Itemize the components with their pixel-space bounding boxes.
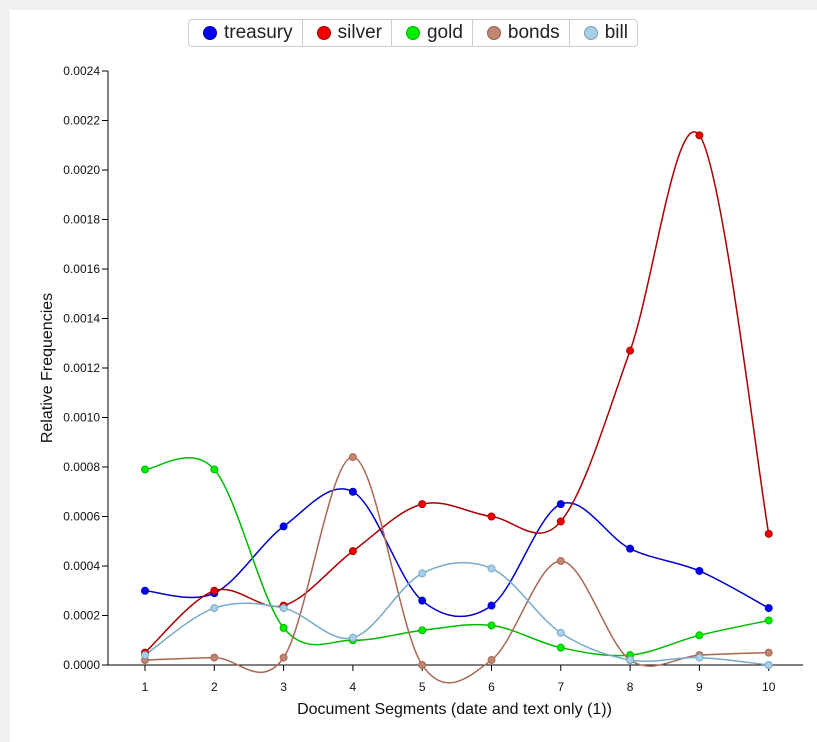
data-point-bonds[interactable] bbox=[348, 453, 357, 462]
data-point-treasury[interactable] bbox=[695, 566, 704, 575]
chart-panel bbox=[10, 10, 817, 742]
data-point-bill[interactable] bbox=[418, 569, 427, 578]
y-tick-label: 0.0022 bbox=[63, 114, 100, 128]
legend-label-bill: bill bbox=[604, 22, 628, 43]
x-tick-label: 6 bbox=[488, 680, 495, 694]
data-point-bonds[interactable] bbox=[418, 661, 427, 669]
legend-item-bonds[interactable]: bonds bbox=[473, 20, 570, 46]
data-point-treasury[interactable] bbox=[487, 601, 496, 610]
data-point-treasury[interactable] bbox=[418, 596, 427, 605]
legend-swatch-gold bbox=[405, 26, 420, 40]
data-point-gold[interactable] bbox=[764, 616, 773, 625]
y-tick-label: 0.0024 bbox=[63, 64, 100, 78]
series-line-treasury bbox=[144, 488, 770, 618]
y-tick-label: 0.0016 bbox=[63, 262, 100, 276]
data-point-silver[interactable] bbox=[210, 586, 219, 595]
y-tick-label: 0.0000 bbox=[63, 658, 100, 672]
data-point-treasury[interactable] bbox=[141, 586, 149, 595]
series-line-gold bbox=[144, 457, 769, 657]
data-point-bonds[interactable] bbox=[556, 557, 565, 566]
y-axis-title: Relative Frequencies bbox=[39, 293, 56, 443]
series-line-bill bbox=[144, 561, 769, 666]
data-point-bill[interactable] bbox=[695, 653, 704, 662]
legend-swatch-bonds bbox=[486, 26, 501, 40]
data-point-treasury[interactable] bbox=[556, 500, 565, 509]
legend-item-bill[interactable]: bill bbox=[570, 20, 637, 46]
x-axis-title: Document Segments (date and text only (1… bbox=[297, 701, 612, 718]
data-point-silver[interactable] bbox=[348, 547, 357, 556]
data-point-silver[interactable] bbox=[695, 131, 704, 140]
data-point-silver[interactable] bbox=[556, 517, 565, 526]
y-tick-label: 0.0018 bbox=[63, 213, 100, 227]
y-tick-label: 0.0006 bbox=[63, 510, 100, 524]
y-tick-label: 0.0004 bbox=[63, 559, 100, 573]
data-point-bonds[interactable] bbox=[210, 653, 219, 662]
data-point-gold[interactable] bbox=[279, 623, 288, 632]
series-points bbox=[141, 131, 773, 669]
legend-swatch-silver bbox=[316, 26, 331, 40]
y-tick-label: 0.0012 bbox=[63, 361, 100, 375]
legend-label-silver: silver bbox=[337, 22, 382, 43]
data-point-bill[interactable] bbox=[210, 604, 219, 613]
y-tick-label: 0.0020 bbox=[63, 163, 100, 177]
x-tick-label: 8 bbox=[627, 680, 634, 694]
x-tick-label: 7 bbox=[557, 680, 564, 694]
x-tick-label: 3 bbox=[280, 680, 287, 694]
x-tick-label: 10 bbox=[762, 680, 776, 694]
data-point-bonds[interactable] bbox=[764, 648, 773, 657]
data-point-bill[interactable] bbox=[487, 564, 496, 573]
data-point-bill[interactable] bbox=[279, 604, 288, 613]
y-tick-label: 0.0010 bbox=[63, 411, 100, 425]
legend-swatch-treasury bbox=[203, 26, 217, 40]
data-point-bill[interactable] bbox=[556, 628, 565, 637]
data-point-gold[interactable] bbox=[141, 465, 149, 474]
data-point-bonds[interactable] bbox=[279, 653, 288, 662]
y-tick-label: 0.0002 bbox=[63, 609, 100, 623]
y-tick-label: 0.0014 bbox=[63, 312, 100, 326]
series-lines bbox=[144, 131, 770, 684]
y-tick-label: 0.0008 bbox=[63, 460, 100, 474]
legend-swatch-bill bbox=[583, 26, 598, 40]
legend-label-gold: gold bbox=[426, 22, 463, 43]
legend-item-silver[interactable]: silver bbox=[303, 20, 392, 46]
data-point-silver[interactable] bbox=[418, 500, 427, 509]
legend: treasury silver gold bonds bill bbox=[188, 19, 638, 47]
x-tick-label: 1 bbox=[142, 680, 149, 694]
data-point-gold[interactable] bbox=[487, 621, 496, 630]
data-point-bonds[interactable] bbox=[487, 656, 496, 665]
series-line-bonds bbox=[144, 456, 769, 684]
data-point-bill[interactable] bbox=[348, 633, 357, 642]
data-point-gold[interactable] bbox=[556, 643, 565, 652]
axes: 0.0000 0.0002 0.0004 0.0006 0.0008 0.0010 0.00… bbox=[63, 64, 803, 694]
legend-item-treasury[interactable]: treasury bbox=[189, 20, 303, 46]
x-tick-label: 2 bbox=[211, 680, 218, 694]
legend-item-gold[interactable]: gold bbox=[392, 20, 473, 46]
data-point-treasury[interactable] bbox=[626, 544, 635, 553]
data-point-silver[interactable] bbox=[626, 346, 635, 355]
data-point-silver[interactable] bbox=[487, 512, 496, 521]
data-point-silver[interactable] bbox=[764, 529, 773, 538]
legend-label-bonds: bonds bbox=[507, 22, 560, 43]
data-point-treasury[interactable] bbox=[279, 522, 288, 531]
legend-label-treasury: treasury bbox=[224, 22, 293, 43]
data-point-gold[interactable] bbox=[695, 631, 704, 640]
x-tick-label: 9 bbox=[696, 680, 703, 694]
data-point-treasury[interactable] bbox=[764, 604, 773, 613]
data-point-gold[interactable] bbox=[418, 626, 427, 635]
data-point-bill[interactable] bbox=[764, 661, 773, 669]
x-tick-label: 4 bbox=[350, 680, 357, 694]
data-point-bill[interactable] bbox=[141, 651, 149, 660]
data-point-bill[interactable] bbox=[626, 656, 635, 665]
x-tick-label: 5 bbox=[419, 680, 426, 694]
data-point-gold[interactable] bbox=[210, 465, 219, 474]
data-point-treasury[interactable] bbox=[348, 487, 357, 496]
